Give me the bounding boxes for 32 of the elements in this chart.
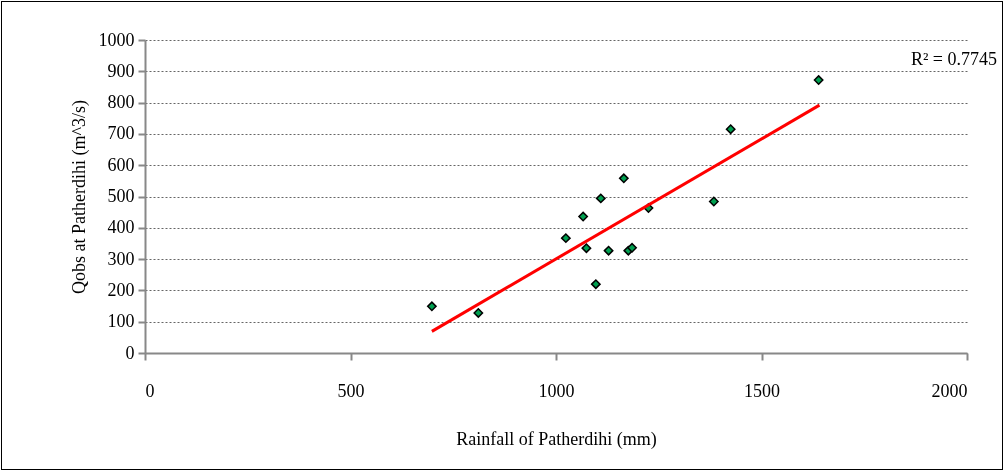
annotation: R² = 0.7745 <box>910 49 997 69</box>
point <box>473 308 484 318</box>
y-tick-label: 200 <box>107 279 135 300</box>
point <box>725 124 736 135</box>
x-tick-label: 0 <box>145 380 155 401</box>
y-tick-label: 400 <box>107 217 135 238</box>
point <box>627 242 637 253</box>
point <box>560 233 571 244</box>
y-tick-label: 1000 <box>98 29 135 50</box>
point <box>708 196 719 207</box>
x-tick-label: 1500 <box>744 380 780 401</box>
point <box>581 243 592 254</box>
y-tick-label: 0 <box>125 342 135 363</box>
y-tick-label: 900 <box>107 60 135 81</box>
y-tick-label: 100 <box>107 311 135 332</box>
point <box>590 279 601 290</box>
x-tick-label: 2000 <box>931 380 968 401</box>
y-tick-label: 300 <box>107 248 135 269</box>
x-tick-label: 1000 <box>538 380 575 401</box>
point <box>426 301 437 312</box>
y-tick-label: 800 <box>107 92 135 113</box>
y-tick-label: 500 <box>107 186 135 206</box>
y-axis-title: Qobs at Patherdihi (m^3/s) <box>68 100 90 294</box>
x-axis-title: Rainfall of Patherdihi (mm) <box>456 428 657 450</box>
x-tick-label: 500 <box>337 380 365 401</box>
point <box>578 211 589 222</box>
point <box>595 193 606 204</box>
y-tick-label: 700 <box>107 123 135 144</box>
point <box>603 245 614 256</box>
point <box>618 173 629 184</box>
point <box>813 75 824 85</box>
y-tick-label: 600 <box>107 154 135 175</box>
